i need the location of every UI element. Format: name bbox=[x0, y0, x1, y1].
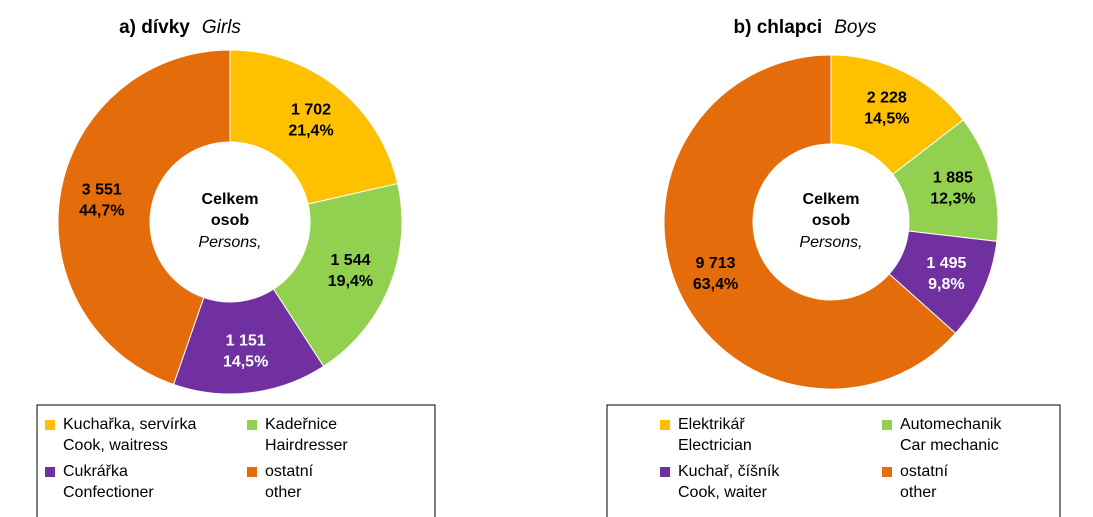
percent-label: 14,5% bbox=[864, 111, 909, 128]
legend-swatch bbox=[882, 467, 892, 477]
legend-swatch bbox=[247, 420, 257, 430]
title: a) dívky bbox=[119, 17, 190, 38]
legend-label-en: Car mechanic bbox=[900, 437, 999, 454]
donut-slice bbox=[172, 288, 325, 395]
legend-label: Kadeřnice bbox=[265, 416, 337, 433]
center-sublabel: Persons, bbox=[799, 234, 862, 251]
value-label: 1 702 bbox=[291, 102, 331, 119]
legend-swatch bbox=[660, 420, 670, 430]
legend-swatch bbox=[660, 467, 670, 477]
value-label: 1 885 bbox=[933, 169, 973, 186]
value-label: 2 228 bbox=[867, 90, 907, 107]
legend-label-en: other bbox=[900, 484, 937, 501]
legend-label: ostatní bbox=[900, 463, 949, 480]
legend-swatch bbox=[882, 420, 892, 430]
legend-swatch bbox=[247, 467, 257, 477]
legend-box bbox=[36, 404, 436, 517]
percent-label: 21,4% bbox=[288, 123, 333, 140]
percent-label: 63,4% bbox=[693, 276, 738, 293]
donut-slice bbox=[272, 182, 403, 367]
center-label: Celkem osob bbox=[202, 191, 259, 229]
legend-label: Elektrikář bbox=[678, 416, 745, 433]
legend-label-en: Electrician bbox=[678, 437, 752, 454]
legend-label-en: other bbox=[265, 484, 302, 501]
legend-box bbox=[606, 404, 1061, 517]
chart-title: a) dívky Girls bbox=[119, 17, 241, 38]
legend-swatch bbox=[45, 420, 55, 430]
chart-title: b) chlapci Boys bbox=[734, 17, 877, 38]
percent-label: 12,3% bbox=[930, 190, 975, 207]
legend-label: Kuchař, číšník bbox=[678, 463, 780, 480]
legend-label: Kuchařka, servírka bbox=[63, 416, 196, 433]
value-label: 1 495 bbox=[926, 255, 966, 272]
percent-label: 9,8% bbox=[928, 276, 964, 293]
center-word: osob bbox=[211, 212, 249, 229]
donut-slice bbox=[57, 49, 231, 386]
legend-label-en: Cook, waitress bbox=[63, 437, 168, 454]
percent-label: 14,5% bbox=[223, 353, 268, 370]
legend-label-en: Confectioner bbox=[63, 484, 154, 501]
percent-label: 19,4% bbox=[328, 273, 373, 290]
center-word: Celkem bbox=[803, 191, 860, 208]
legend-label-en: Hairdresser bbox=[265, 437, 348, 454]
value-label: 3 551 bbox=[82, 182, 122, 199]
legend-label: Cukrářka bbox=[63, 463, 128, 480]
legend-label: ostatní bbox=[265, 463, 314, 480]
percent-label: 44,7% bbox=[79, 203, 124, 220]
donut-slice bbox=[663, 54, 957, 390]
donut-slice bbox=[229, 49, 399, 205]
title: b) chlapci bbox=[734, 17, 823, 38]
donut-slice bbox=[830, 54, 964, 176]
legend-label: Automechanik bbox=[900, 416, 1002, 433]
legend-swatch bbox=[45, 467, 55, 477]
legend-label-en: Cook, waiter bbox=[678, 484, 768, 501]
center-sublabel: Persons, bbox=[198, 234, 261, 251]
subtitle: Boys bbox=[834, 17, 877, 38]
value-label: 9 713 bbox=[696, 255, 736, 272]
center-word: osob bbox=[812, 212, 850, 229]
center-word: Celkem bbox=[202, 191, 259, 208]
value-label: 1 151 bbox=[226, 332, 266, 349]
center-label: Celkem osob bbox=[803, 191, 860, 229]
value-label: 1 544 bbox=[330, 252, 370, 269]
subtitle: Girls bbox=[202, 17, 242, 38]
